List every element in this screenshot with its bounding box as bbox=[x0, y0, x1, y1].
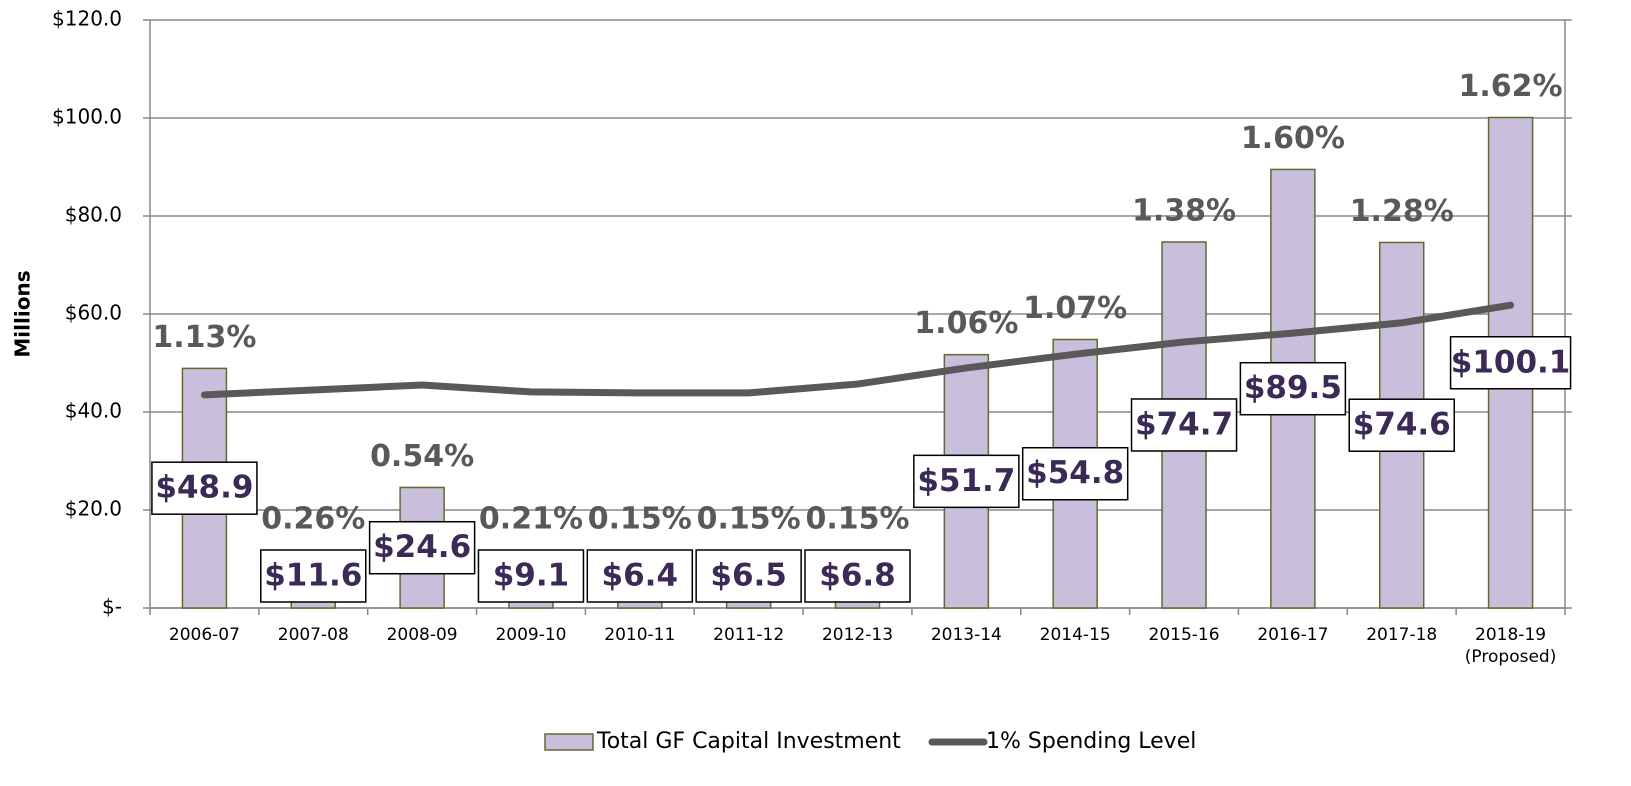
value-label-box bbox=[1239, 361, 1347, 416]
y-tick-label: $100.0 bbox=[52, 105, 122, 129]
x-tick-label: 2018-19 (Proposed) bbox=[1465, 625, 1557, 667]
annotation: 1.06% bbox=[914, 306, 1018, 341]
annotation: 1.60% bbox=[1241, 121, 1345, 156]
value-label-box bbox=[368, 520, 476, 575]
value-label: $74.7 bbox=[1135, 406, 1233, 442]
annotation: 0.15% bbox=[697, 502, 801, 537]
x-tick-label: 2012-13 bbox=[822, 625, 893, 645]
y-tick-label: $120.0 bbox=[52, 7, 122, 31]
value-label-box bbox=[586, 549, 694, 603]
legend-swatch bbox=[544, 733, 594, 751]
value-label-box bbox=[804, 549, 911, 603]
x-tick-label: 2006-07 bbox=[169, 625, 240, 645]
annotation: 1.28% bbox=[1350, 194, 1454, 229]
x-tick-label: 2007-08 bbox=[278, 625, 349, 645]
annotation: 1.62% bbox=[1459, 69, 1563, 104]
value-label: $89.5 bbox=[1244, 370, 1342, 406]
value-label: $100.1 bbox=[1451, 344, 1571, 380]
value-label-box bbox=[913, 454, 1020, 509]
value-label: $54.8 bbox=[1026, 455, 1124, 491]
value-label-box bbox=[1130, 398, 1238, 452]
value-label: $6.5 bbox=[710, 558, 787, 594]
value-label-box bbox=[1449, 336, 1572, 390]
line-series bbox=[200, 301, 1515, 399]
x-tick-label: 2011-12 bbox=[713, 625, 784, 645]
value-label: $9.1 bbox=[493, 558, 570, 594]
value-label-box bbox=[151, 461, 258, 515]
y-tick-label: $40.0 bbox=[65, 399, 122, 423]
value-label: $11.6 bbox=[264, 558, 362, 594]
value-label: $51.7 bbox=[917, 463, 1015, 499]
y-tick-label: $80.0 bbox=[65, 203, 122, 227]
x-tick-label: 2009-10 bbox=[495, 625, 566, 645]
value-label-box bbox=[477, 549, 585, 603]
legend-label: Total GF Capital Investment bbox=[596, 729, 901, 754]
x-tick-label: 2017-18 bbox=[1366, 625, 1437, 645]
value-label: $24.6 bbox=[373, 529, 471, 565]
value-label-box bbox=[260, 549, 367, 603]
value-label: $48.9 bbox=[155, 470, 253, 506]
legend-label: 1% Spending Level bbox=[986, 729, 1196, 754]
y-tick-label: $- bbox=[102, 595, 122, 619]
value-label: $74.6 bbox=[1353, 407, 1451, 443]
annotation: 1.13% bbox=[152, 320, 256, 355]
x-tick-label: 2016-17 bbox=[1257, 625, 1328, 645]
annotation: 0.26% bbox=[261, 502, 365, 537]
y-tick-label: $20.0 bbox=[65, 497, 122, 521]
x-tick-label: 2013-14 bbox=[931, 625, 1002, 645]
annotation: 1.38% bbox=[1132, 193, 1236, 228]
value-label-box bbox=[1021, 446, 1129, 501]
value-label-box bbox=[695, 549, 802, 603]
x-tick-label: 2008-09 bbox=[387, 625, 458, 645]
annotation: 1.07% bbox=[1023, 291, 1127, 326]
value-label: $6.4 bbox=[602, 558, 679, 594]
x-tick-label: 2014-15 bbox=[1040, 625, 1111, 645]
y-axis-label: Millions bbox=[11, 270, 35, 357]
annotation: 0.15% bbox=[805, 502, 909, 537]
annotation: 0.54% bbox=[370, 439, 474, 474]
y-tick-label: $60.0 bbox=[65, 301, 122, 325]
x-tick-label: 2010-11 bbox=[604, 625, 675, 645]
x-tick-label: 2015-16 bbox=[1149, 625, 1220, 645]
annotation: 0.15% bbox=[588, 502, 692, 537]
value-label-box bbox=[1348, 398, 1455, 452]
annotation: 0.21% bbox=[479, 502, 583, 537]
value-label: $6.8 bbox=[819, 558, 896, 594]
